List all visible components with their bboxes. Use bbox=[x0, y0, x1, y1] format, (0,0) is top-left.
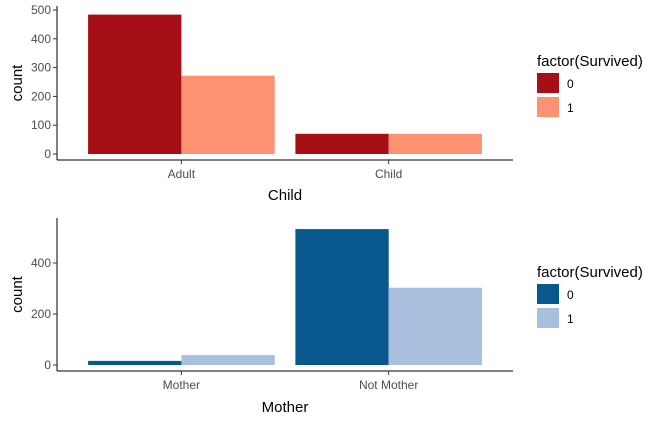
x-axis-title: Mother bbox=[262, 399, 309, 416]
bar-group bbox=[88, 229, 482, 365]
legend-key-survived-0 bbox=[537, 284, 559, 304]
y-tick-group: 0 200 400 bbox=[31, 256, 57, 372]
legend: factor(Survived) 0 1 bbox=[537, 264, 643, 328]
legend-key-survived-0 bbox=[537, 73, 559, 93]
bar-group bbox=[88, 14, 482, 154]
bar-not-mother-survived-1 bbox=[388, 287, 482, 365]
x-axis-title: Child bbox=[268, 187, 302, 204]
y-axis-title: count bbox=[9, 275, 26, 313]
legend-key-survived-1 bbox=[537, 97, 559, 117]
legend-title: factor(Survived) bbox=[537, 264, 643, 281]
legend-label-survived-1: 1 bbox=[567, 312, 574, 326]
bar-adult-survived-0 bbox=[88, 14, 182, 154]
x-tick-group: Adult Child bbox=[168, 160, 402, 181]
bar-child-survived-0 bbox=[295, 133, 389, 154]
y-tick-group: 0 100 200 300 400 500 bbox=[31, 3, 57, 161]
x-tick-label: Mother bbox=[163, 378, 200, 392]
y-tick-label: 300 bbox=[31, 61, 51, 75]
y-tick-label: 0 bbox=[44, 147, 51, 161]
y-tick-label: 200 bbox=[31, 89, 51, 103]
y-tick-label: 500 bbox=[31, 3, 51, 17]
bar-mother-survived-1 bbox=[181, 355, 275, 365]
y-tick-label: 0 bbox=[44, 358, 51, 372]
bar-mother-survived-0 bbox=[88, 360, 182, 365]
chart-panel-mother: 0 200 400 Mother Not Mother Mother count fa… bbox=[9, 218, 643, 416]
legend-label-survived-0: 0 bbox=[567, 77, 574, 91]
bar-not-mother-survived-0 bbox=[295, 229, 389, 365]
x-tick-group: Mother Not Mother bbox=[163, 371, 418, 392]
y-axis-title: count bbox=[9, 64, 26, 102]
y-tick-label: 400 bbox=[31, 256, 51, 270]
y-tick-label: 200 bbox=[31, 307, 51, 321]
bar-adult-survived-1 bbox=[181, 75, 275, 154]
bar-child-survived-1 bbox=[388, 133, 482, 154]
x-tick-label: Not Mother bbox=[359, 378, 418, 392]
x-tick-label: Adult bbox=[168, 167, 196, 181]
legend: factor(Survived) 0 1 bbox=[537, 53, 643, 117]
x-tick-label: Child bbox=[375, 167, 402, 181]
legend-title: factor(Survived) bbox=[537, 53, 643, 70]
legend-label-survived-0: 0 bbox=[567, 288, 574, 302]
y-tick-label: 400 bbox=[31, 32, 51, 46]
legend-label-survived-1: 1 bbox=[567, 101, 574, 115]
legend-key-survived-1 bbox=[537, 308, 559, 328]
y-tick-label: 100 bbox=[31, 118, 51, 132]
